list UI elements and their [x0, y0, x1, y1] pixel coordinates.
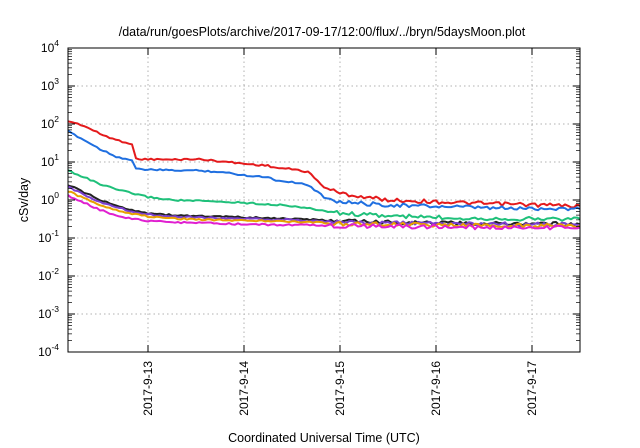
x-axis: 2017-9-13 2017-9-14 2017-9-15 2017-9-16 2017… [141, 48, 539, 416]
y-tick-label: 104 [41, 38, 59, 55]
y-tick-label: 102 [41, 114, 59, 131]
grid-lines [68, 48, 580, 352]
y-tick-label: 100 [41, 190, 59, 207]
x-tick-label: 2017-9-13 [141, 361, 155, 416]
series-line [67, 120, 581, 209]
y-tick-label: 10-4 [38, 342, 59, 359]
series-line [67, 129, 581, 212]
x-tick-label: 2017-9-17 [525, 361, 539, 416]
y-axis: 10-4 10-3 10-2 10-1 100 101 102 103 104 [38, 38, 580, 359]
y-tick-label: 10-1 [38, 228, 59, 245]
y-axis-label: cSv/day [17, 177, 31, 222]
y-tick-label: 10-3 [38, 304, 59, 321]
x-tick-label: 2017-9-15 [333, 361, 347, 416]
y-tick-label: 101 [41, 152, 59, 169]
series-line [67, 169, 581, 222]
chart-title: /data/run/goesPlots/archive/2017-09-17/1… [119, 25, 526, 39]
y-tick-label: 10-2 [38, 266, 59, 283]
x-tick-label: 2017-9-16 [429, 361, 443, 416]
x-axis-label: Coordinated Universal Time (UTC) [228, 431, 420, 445]
y-tick-label: 103 [41, 76, 59, 93]
series-line [67, 190, 581, 229]
x-tick-label: 2017-9-14 [237, 361, 251, 416]
series-line [67, 194, 581, 231]
plot-series [67, 120, 581, 231]
